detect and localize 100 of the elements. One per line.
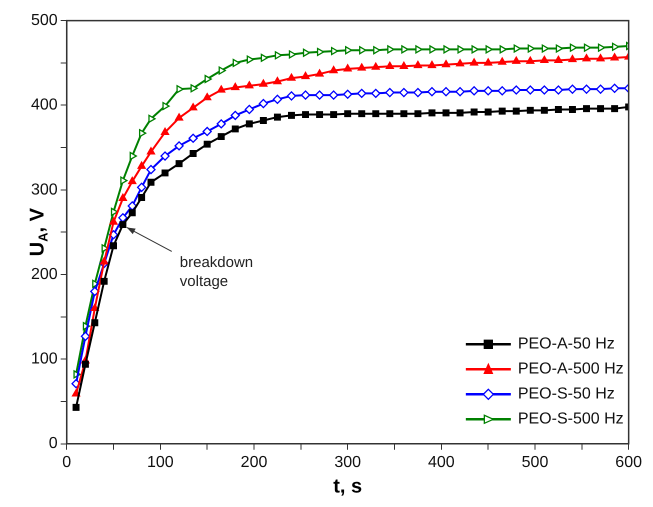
point	[540, 56, 548, 64]
point	[260, 116, 267, 124]
point	[442, 109, 450, 116]
point	[110, 208, 118, 216]
point	[288, 112, 295, 119]
point	[100, 257, 108, 264]
point	[610, 84, 620, 93]
legend-label: PEO-S-500 Hz	[518, 410, 624, 428]
point	[300, 90, 310, 100]
x-tick-label: 400	[428, 454, 455, 471]
x-tick-label: 600	[615, 454, 642, 471]
point	[100, 278, 108, 285]
y-tick-label: 500	[30, 12, 58, 30]
point	[174, 141, 184, 151]
point	[484, 58, 492, 66]
point	[118, 194, 128, 201]
point	[160, 128, 170, 135]
point	[128, 176, 136, 184]
point	[598, 44, 606, 52]
point	[596, 54, 605, 62]
point	[246, 120, 253, 128]
point	[457, 45, 465, 54]
point	[498, 57, 506, 65]
point	[259, 79, 268, 87]
point	[554, 106, 562, 113]
x-tick-label: 0	[62, 454, 72, 471]
point	[386, 62, 394, 69]
point	[138, 129, 146, 138]
point	[442, 60, 450, 68]
point	[162, 169, 169, 176]
point	[427, 87, 437, 96]
point	[470, 108, 478, 116]
point	[514, 44, 521, 53]
point	[138, 194, 146, 201]
point	[556, 44, 564, 53]
point	[218, 133, 225, 140]
point	[119, 221, 126, 228]
point	[611, 105, 618, 112]
y-tick-label: 0	[48, 435, 58, 452]
point	[302, 111, 310, 118]
point	[512, 108, 520, 115]
point	[274, 51, 282, 60]
y-tick-label: 400	[30, 96, 58, 114]
point	[136, 182, 146, 192]
point	[357, 88, 366, 98]
point	[612, 42, 620, 51]
point	[372, 62, 380, 70]
point	[176, 160, 183, 168]
point	[414, 60, 422, 68]
point	[148, 114, 156, 123]
point	[82, 360, 89, 368]
point	[413, 88, 423, 98]
point	[204, 140, 211, 148]
point	[232, 58, 240, 68]
x-tick-label: 300	[334, 454, 362, 471]
point	[429, 45, 437, 54]
point	[471, 45, 479, 54]
point	[232, 125, 239, 132]
point	[540, 106, 548, 114]
point	[128, 209, 136, 216]
point	[245, 81, 254, 88]
legend-label: PEO-A-500 Hz	[518, 360, 624, 378]
point	[287, 74, 296, 81]
point	[258, 98, 268, 108]
point	[286, 91, 296, 101]
point	[146, 147, 156, 154]
point	[190, 150, 197, 157]
point	[570, 44, 578, 52]
legend-label: PEO-A-50 Hz	[518, 336, 615, 353]
point	[138, 162, 146, 169]
point	[218, 66, 226, 75]
point	[118, 213, 128, 222]
point	[486, 45, 493, 54]
x-tick-label: 100	[147, 454, 174, 471]
annotation: breakdown voltage	[180, 254, 254, 290]
point	[500, 45, 507, 54]
legend-label: PEO-S-50 Hz	[518, 386, 615, 403]
x-tick-label: 200	[240, 454, 268, 471]
point	[358, 110, 366, 118]
point	[597, 105, 604, 112]
point	[400, 110, 408, 118]
point	[273, 76, 282, 84]
y-tick-label: 100	[30, 350, 58, 368]
point	[288, 50, 296, 59]
point	[526, 106, 534, 114]
point	[568, 84, 578, 94]
point	[120, 176, 128, 185]
point	[568, 106, 576, 113]
point	[109, 217, 118, 225]
point	[302, 48, 310, 57]
point	[188, 134, 198, 143]
point	[272, 94, 282, 104]
point	[146, 164, 156, 174]
point	[399, 88, 409, 98]
point	[190, 84, 198, 92]
point	[315, 69, 324, 77]
point	[582, 84, 592, 94]
point	[596, 84, 606, 94]
point	[470, 58, 478, 66]
point	[176, 85, 184, 94]
